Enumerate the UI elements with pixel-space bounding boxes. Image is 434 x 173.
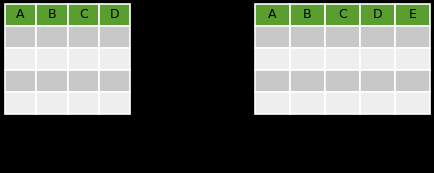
Bar (395, 70, 430, 92)
Bar (99, 70, 130, 92)
Bar (255, 26, 290, 48)
Bar (36, 92, 68, 114)
Bar (36, 26, 68, 48)
Bar (68, 48, 99, 70)
Bar (36, 70, 68, 92)
Bar (325, 26, 360, 48)
Bar (255, 92, 290, 114)
Text: B: B (303, 8, 312, 21)
Bar (360, 48, 395, 70)
Bar (255, 48, 290, 70)
Bar (325, 48, 360, 70)
Bar (360, 70, 395, 92)
Bar (255, 70, 290, 92)
Bar (99, 92, 130, 114)
Bar (325, 4, 360, 26)
Bar (5, 26, 36, 48)
Bar (395, 92, 430, 114)
Bar (290, 26, 325, 48)
Bar (68, 70, 99, 92)
Text: C: C (79, 8, 88, 21)
Bar (290, 92, 325, 114)
Text: C: C (338, 8, 347, 21)
Bar (360, 26, 395, 48)
Bar (68, 26, 99, 48)
Bar (68, 92, 99, 114)
Bar (395, 4, 430, 26)
Bar (360, 4, 395, 26)
Bar (325, 92, 360, 114)
Bar (5, 48, 36, 70)
Bar (360, 92, 395, 114)
Bar (36, 4, 68, 26)
Bar (395, 26, 430, 48)
Bar (5, 4, 36, 26)
Bar (5, 70, 36, 92)
Text: D: D (109, 8, 119, 21)
Bar (99, 48, 130, 70)
Bar (395, 48, 430, 70)
Text: E: E (408, 8, 417, 21)
Bar (290, 48, 325, 70)
Bar (5, 92, 36, 114)
Bar (36, 48, 68, 70)
Bar (255, 4, 290, 26)
Bar (290, 4, 325, 26)
Text: A: A (16, 8, 25, 21)
Text: A: A (268, 8, 277, 21)
Bar (99, 26, 130, 48)
Bar (325, 70, 360, 92)
Bar (99, 4, 130, 26)
Bar (68, 4, 99, 26)
Text: D: D (373, 8, 382, 21)
Bar (290, 70, 325, 92)
Text: B: B (48, 8, 56, 21)
